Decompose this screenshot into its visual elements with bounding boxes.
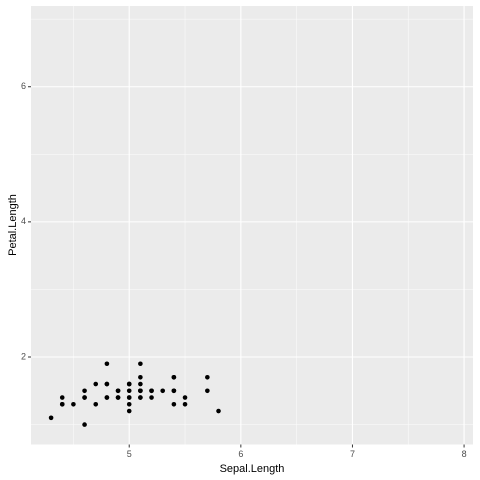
- x-tick-label: 5: [127, 449, 132, 459]
- point: [138, 374, 143, 380]
- point: [126, 381, 132, 387]
- y-tick-label: 4: [21, 216, 26, 226]
- point: [149, 395, 154, 400]
- point: [138, 361, 143, 367]
- x-tick-label: 7: [350, 449, 355, 459]
- y-tick-label: 2: [21, 351, 26, 361]
- point: [93, 381, 99, 387]
- point: [93, 401, 99, 407]
- point: [138, 395, 143, 400]
- point: [126, 388, 132, 394]
- point: [149, 388, 154, 394]
- point: [82, 395, 87, 400]
- point: [160, 388, 166, 394]
- point: [82, 388, 87, 394]
- point: [205, 388, 210, 394]
- point: [104, 395, 110, 400]
- x-tick-label: 6: [238, 449, 243, 459]
- point: [82, 422, 87, 427]
- point: [115, 395, 121, 400]
- y-axis-title: Petal.Length: [7, 194, 19, 256]
- point: [104, 381, 110, 387]
- point: [126, 395, 132, 400]
- point: [126, 401, 132, 407]
- point: [115, 388, 121, 394]
- panel-background: [31, 6, 473, 445]
- point: [138, 381, 143, 387]
- point: [171, 401, 177, 407]
- point: [59, 395, 65, 400]
- point: [182, 395, 188, 400]
- point: [182, 401, 188, 407]
- point: [171, 388, 177, 394]
- point: [171, 374, 177, 380]
- point: [71, 401, 76, 407]
- point: [59, 401, 65, 407]
- x-axis-title: Sepal.Length: [220, 463, 285, 475]
- x-tick-label: 8: [462, 449, 467, 459]
- point: [48, 415, 54, 421]
- point: [126, 408, 132, 414]
- point: [216, 408, 221, 414]
- point: [104, 361, 110, 367]
- point: [138, 388, 143, 394]
- point: [205, 374, 210, 380]
- y-tick-label: 6: [21, 81, 26, 91]
